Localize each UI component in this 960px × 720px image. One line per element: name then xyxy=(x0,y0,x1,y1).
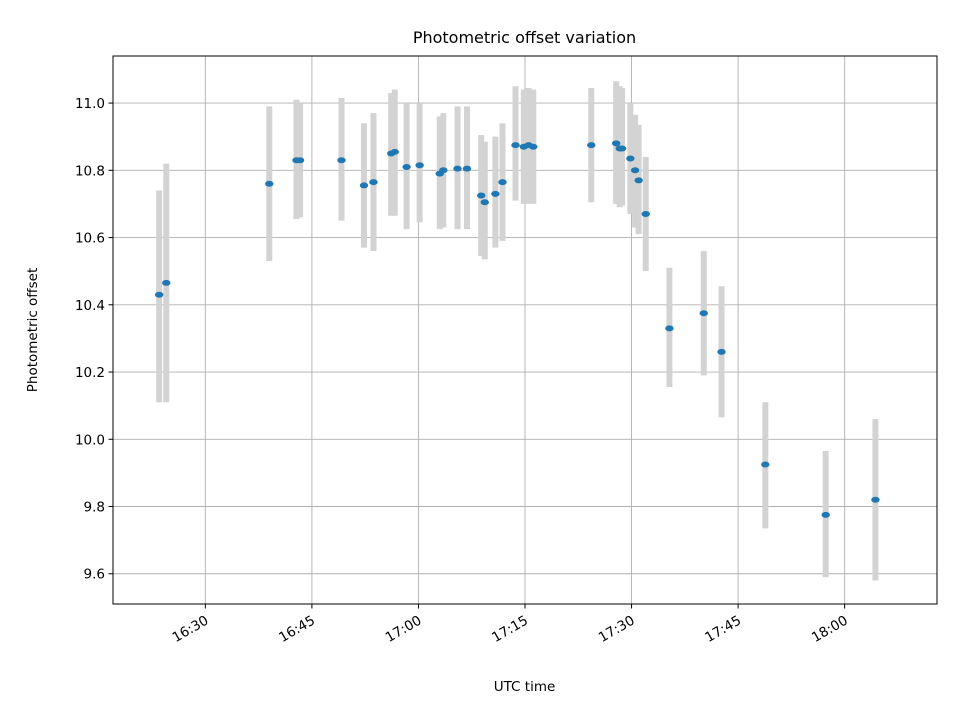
data-point xyxy=(587,142,596,149)
data-point xyxy=(462,165,472,172)
data-point xyxy=(611,140,621,147)
y-tick-label: 9.6 xyxy=(84,567,105,583)
data-point xyxy=(665,325,674,332)
data-point xyxy=(480,199,489,206)
y-tick-label: 10.4 xyxy=(75,298,105,314)
data-point xyxy=(617,145,627,152)
data-point xyxy=(439,167,448,174)
data-point xyxy=(641,211,650,218)
y-tick-label: 10.8 xyxy=(75,163,105,179)
data-point xyxy=(162,279,171,286)
y-axis-ticks: 9.6 9.8 10.0 10.2 10.4 10.6 10.8 11.0 xyxy=(75,96,113,583)
data-point xyxy=(369,179,378,186)
data-point xyxy=(871,496,880,503)
y-axis-label: Photometric offset xyxy=(25,268,41,392)
data-point xyxy=(154,291,164,298)
x-axis-label: UTC time xyxy=(494,679,556,695)
data-point xyxy=(265,180,274,187)
y-tick-label: 10.2 xyxy=(75,365,105,381)
y-tick-label: 9.8 xyxy=(84,500,105,516)
data-point xyxy=(634,177,643,184)
data-point xyxy=(402,163,411,170)
data-point xyxy=(415,162,424,169)
chart-title: Photometric offset variation xyxy=(413,28,636,47)
data-point xyxy=(337,157,346,164)
data-point xyxy=(626,155,635,162)
y-tick-label: 11.0 xyxy=(75,96,105,112)
y-tick-label: 10.6 xyxy=(75,231,105,247)
data-point xyxy=(699,310,708,317)
data-point xyxy=(498,179,507,186)
data-point xyxy=(511,142,520,149)
point-layer xyxy=(154,140,880,518)
data-point xyxy=(390,148,399,155)
data-point xyxy=(529,143,538,150)
data-point xyxy=(491,190,500,197)
data-point xyxy=(630,167,640,174)
data-point xyxy=(295,157,305,164)
data-point xyxy=(476,192,486,199)
data-point xyxy=(821,511,830,518)
data-point xyxy=(453,165,462,172)
data-point xyxy=(717,348,726,355)
data-point xyxy=(761,461,770,468)
data-point xyxy=(359,182,369,189)
y-tick-label: 10.0 xyxy=(75,432,105,448)
